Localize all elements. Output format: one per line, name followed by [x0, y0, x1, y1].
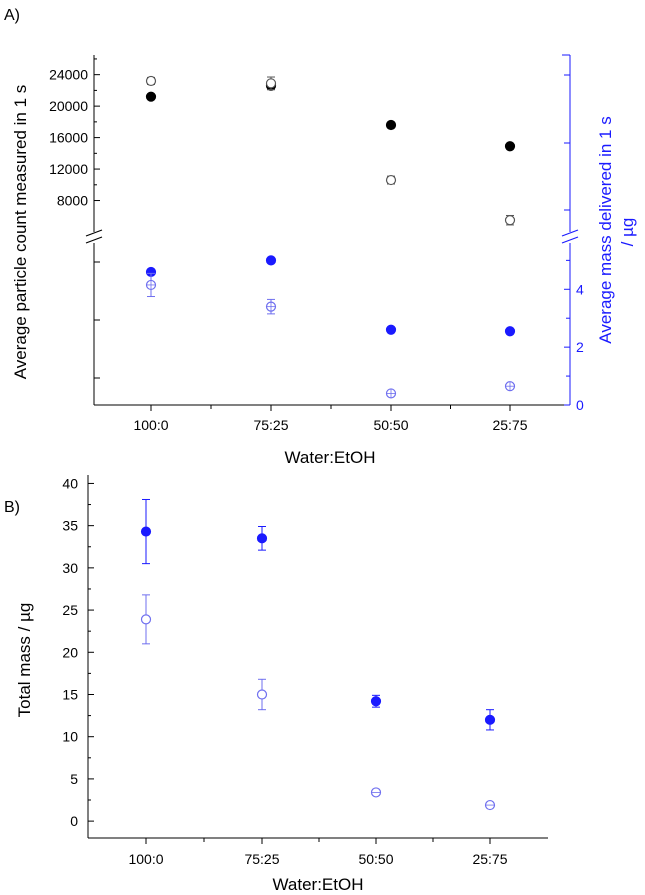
- tick-label-b-6: 30: [62, 560, 78, 576]
- x-tick-label-b-0: 100:0: [128, 851, 163, 867]
- tick-label-right-1: 2: [576, 339, 584, 355]
- right-axis-break-2: [561, 236, 579, 244]
- tick-label-b-7: 35: [62, 518, 78, 534]
- point-a-1-2: [385, 174, 397, 186]
- tick-label-b-1: 5: [70, 771, 78, 787]
- x-tick-label-b-1: 75:25: [244, 851, 279, 867]
- x-tick-label-a-2: 50:50: [373, 417, 408, 433]
- x-axis-label-a: Water:EtOH: [285, 448, 376, 467]
- x-tick-label-a-0: 100:0: [133, 417, 168, 433]
- x-tick-label-a-1: 75:25: [253, 417, 288, 433]
- point-b-0-1: [256, 533, 268, 544]
- chart-a: A) 8000 12000 16000 20000 24000 0 2 4 100:0 75:25…: [4, 7, 637, 467]
- tick-label-b-5: 25: [62, 602, 78, 618]
- point-b-1-1: [256, 689, 268, 700]
- tick-group-a: 8000 12000 16000 20000 24000 0 2 4 100:0 75:25 50:…: [49, 58, 584, 433]
- point-a-2-1: [265, 255, 277, 266]
- tick-label-top-3: 20000: [49, 98, 88, 114]
- tick-label-b-8: 40: [62, 475, 78, 491]
- x-axis-label-b: Water:EtOH: [273, 875, 364, 894]
- tick-label-right-2: 4: [576, 281, 584, 297]
- point-a-1-3: [504, 215, 516, 226]
- y-axis-label-left-a: Average particle count measured in 1 s: [11, 85, 30, 380]
- tick-label-b-2: 10: [62, 729, 78, 745]
- x-tick-label-a-3: 25:75: [492, 417, 527, 433]
- tick-label-top-1: 12000: [49, 161, 88, 177]
- tick-label-top-0: 8000: [57, 193, 88, 209]
- tick-label-b-0: 0: [70, 813, 78, 829]
- tick-label-b-3: 15: [62, 686, 78, 702]
- y-axis-label-right-a-line2: / µg: [618, 218, 637, 247]
- tick-group-b: 0 5 10 15 20 25 30 35 40 100:0 75:25 50:50 25:75: [62, 475, 507, 867]
- x-tick-label-b-3: 25:75: [472, 851, 507, 867]
- tick-label-top-2: 16000: [49, 130, 88, 146]
- point-b-0-2: [370, 696, 382, 707]
- right-axis-break-1: [561, 229, 579, 237]
- tick-label-top-4: 24000: [49, 67, 88, 83]
- left-axis-break-2: [85, 236, 103, 244]
- tick-label-right-0: 0: [576, 397, 584, 413]
- left-axis-break-1: [85, 229, 103, 237]
- panel-label-a: A): [4, 7, 20, 24]
- point-a-0-2: [385, 119, 397, 131]
- y-axis-label-b: Total mass / µg: [15, 603, 34, 718]
- marks-group-a: [145, 75, 516, 399]
- point-b-0-3: [484, 714, 496, 725]
- x-tick-label-b-2: 50:50: [358, 851, 393, 867]
- y-axis-label-right-a-line1: Average mass delivered in 1 s: [596, 116, 615, 343]
- point-a-2-3: [504, 326, 516, 337]
- point-b-1-0: [140, 614, 152, 625]
- point-a-1-1: [265, 78, 277, 89]
- point-a-1-0: [145, 75, 157, 87]
- point-a-0-3: [504, 141, 516, 152]
- point-b-0-0: [140, 526, 152, 537]
- tick-label-b-4: 20: [62, 644, 78, 660]
- point-a-0-0: [145, 91, 157, 102]
- panel-label-b: B): [4, 499, 20, 516]
- marks-group-b: [140, 498, 496, 811]
- point-a-2-2: [385, 324, 397, 335]
